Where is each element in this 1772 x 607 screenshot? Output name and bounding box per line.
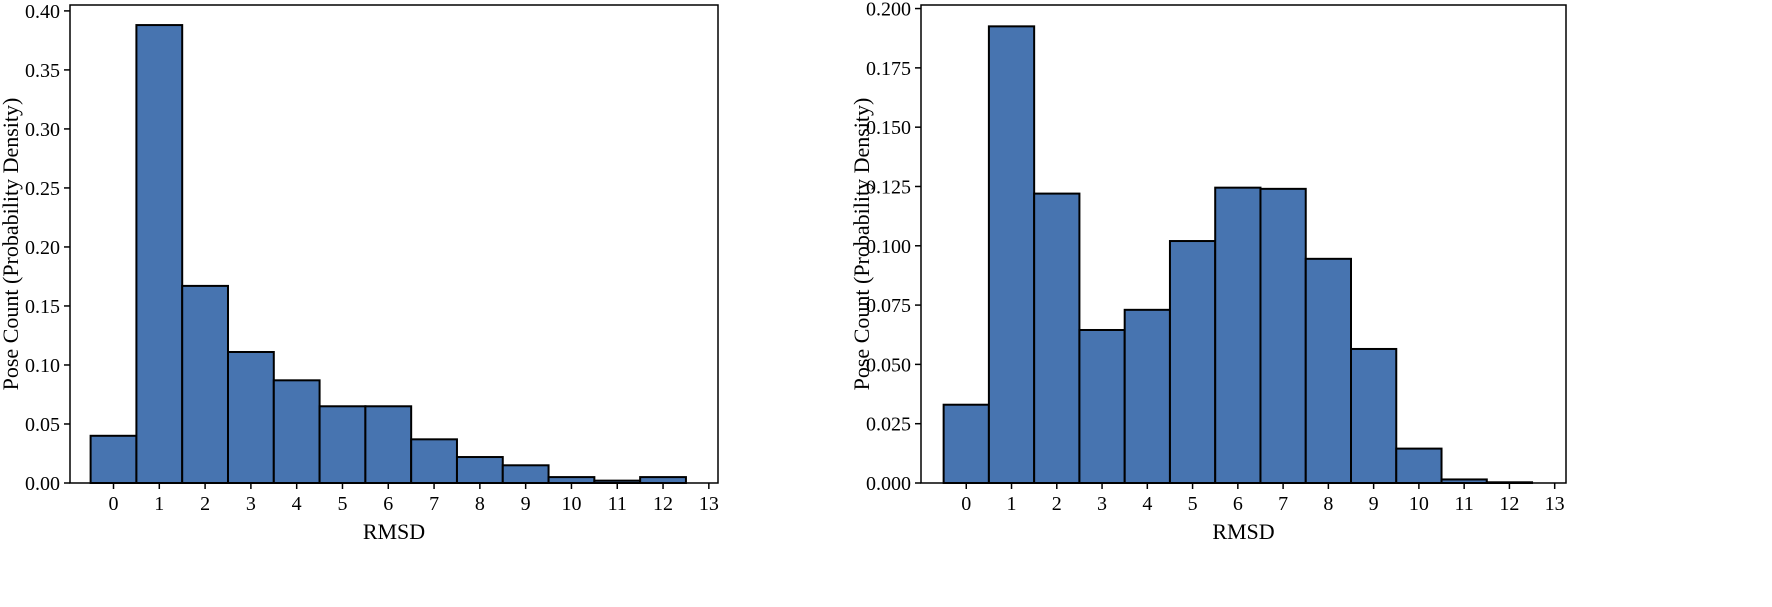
- chart-left-bars: [89, 24, 687, 485]
- chart-left-x-tick-label: 0: [109, 493, 119, 515]
- chart-right-y-tick-label: 0.025: [866, 414, 911, 436]
- chart-right-x-axis-label: RMSD: [1212, 519, 1274, 544]
- chart-left-y-axis-label: Pose Count (Probability Density): [0, 98, 23, 391]
- chart-right-bars: [942, 25, 1534, 485]
- chart-right-x-tick-label: 1: [1007, 493, 1017, 515]
- chart-right-bar-10: [1395, 447, 1443, 484]
- chart-right-x-tick-label: 0: [961, 493, 971, 515]
- chart-right-y-ticks: 0.000 0.025 0.050 0.075 0.100 0.125 0.150 0.175…: [866, 0, 921, 495]
- chart-left-y-tick-label: 0.00: [25, 473, 60, 495]
- chart-right-bar-2: [1033, 192, 1081, 484]
- chart-left-x-tick-label: 7: [429, 493, 439, 515]
- chart-left-y-tick-label: 0.05: [25, 414, 60, 436]
- chart-right-y-tick-label: 0.150: [866, 117, 911, 139]
- chart-right-x-tick-label: 12: [1499, 493, 1519, 515]
- chart-right-y-tick-label: 0.075: [866, 295, 911, 317]
- chart-right-bar-5: [1168, 240, 1217, 484]
- chart-left-x-tick-label: 3: [246, 493, 256, 515]
- chart-left-x-tick-label: 9: [521, 493, 531, 515]
- chart-left-bar-4: [272, 379, 321, 484]
- chart-right-x-ticks: 0 1 2 3 4 5 6 7 8 9 10 11 12 13: [961, 483, 1565, 515]
- chart-right-x-tick-label: 11: [1455, 493, 1474, 515]
- chart-right: 0.000 0.025 0.050 0.075 0.100 0.125 0.150 0.175…: [849, 0, 1567, 544]
- chart-left-y-tick-label: 0.15: [25, 296, 60, 318]
- chart-right-y-axis-label: Pose Count (Probability Density): [849, 98, 874, 391]
- chart-left-y-tick-label: 0.30: [25, 119, 60, 141]
- chart-left-bar-0: [89, 434, 138, 485]
- chart-right-x-tick-label: 6: [1233, 493, 1243, 515]
- chart-right-bar-3: [1078, 328, 1126, 484]
- chart-left-x-tick-label: 5: [337, 493, 347, 515]
- chart-right-bar-0: [942, 403, 990, 485]
- chart-left-y-tick-label: 0.35: [25, 60, 60, 82]
- chart-right-x-tick-label: 5: [1188, 493, 1198, 515]
- chart-right-y-tick-label: 0.175: [866, 58, 911, 80]
- chart-right-x-tick-label: 8: [1323, 493, 1333, 515]
- chart-right-frame: [920, 4, 1567, 484]
- chart-right-x-tick-label: 2: [1052, 493, 1062, 515]
- chart-left-bar-9: [501, 464, 550, 484]
- chart-right-bar-7: [1259, 187, 1307, 484]
- chart-right-y-tick-label: 0.125: [866, 176, 911, 198]
- chart-right-bar-9: [1350, 347, 1398, 484]
- chart-left-bar-8: [455, 456, 504, 485]
- chart-left-x-tick-label: 2: [200, 493, 210, 515]
- chart-right-y-tick-label: 0.050: [866, 354, 911, 376]
- chart-right-bar-8: [1304, 257, 1352, 484]
- chart-left-bar-12: [639, 476, 687, 484]
- chart-left-bar-6: [364, 405, 413, 484]
- chart-left-x-axis-label: RMSD: [363, 519, 425, 544]
- chart-left-frame: [69, 4, 719, 484]
- chart-left-x-tick-label: 12: [653, 493, 673, 515]
- chart-right-x-tick-label: 10: [1409, 493, 1429, 515]
- chart-left-y-ticks: 0.00 0.05 0.10 0.15 0.20 0.25 0.30 0.35 0.40: [25, 1, 70, 495]
- chart-left-y-tick-label: 0.25: [25, 178, 60, 200]
- chart-right-x-tick-label: 7: [1278, 493, 1288, 515]
- chart-left-y-tick-label: 0.40: [25, 1, 60, 23]
- chart-left-x-tick-label: 1: [154, 493, 164, 515]
- chart-right-x-tick-label: 13: [1545, 493, 1565, 515]
- chart-left-bar-10: [547, 476, 596, 484]
- chart-left-bar-2: [181, 284, 229, 485]
- chart-left-x-tick-label: 13: [699, 493, 719, 515]
- chart-left-x-tick-label: 10: [561, 493, 581, 515]
- chart-right-bar-4: [1123, 308, 1171, 485]
- chart-left-bar-5: [318, 405, 367, 484]
- chart-left-bar-7: [410, 438, 458, 485]
- chart-left-bar-1: [135, 24, 184, 484]
- chart-right-x-tick-label: 9: [1369, 493, 1379, 515]
- chart-left-x-ticks: 0 1 2 3 4 5 6 7 8 9 10 11 12 13: [109, 483, 719, 515]
- chart-right-y-tick-label: 0.200: [866, 0, 911, 21]
- chart-right-y-tick-label: 0.000: [866, 473, 911, 495]
- chart-right-y-tick-label: 0.100: [866, 236, 911, 258]
- chart-left-x-tick-label: 8: [475, 493, 485, 515]
- chart-right-x-tick-label: 4: [1142, 493, 1152, 515]
- chart-left-bar-3: [226, 350, 275, 484]
- chart-left-x-tick-label: 4: [292, 493, 302, 515]
- chart-left-y-tick-label: 0.20: [25, 237, 60, 259]
- chart-right-bar-6: [1214, 186, 1262, 484]
- chart-left-x-tick-label: 11: [608, 493, 627, 515]
- chart-left-y-tick-label: 0.10: [25, 355, 60, 377]
- chart-right-bar-1: [987, 25, 1036, 484]
- chart-left-x-tick-label: 6: [383, 493, 393, 515]
- chart-right-x-tick-label: 3: [1097, 493, 1107, 515]
